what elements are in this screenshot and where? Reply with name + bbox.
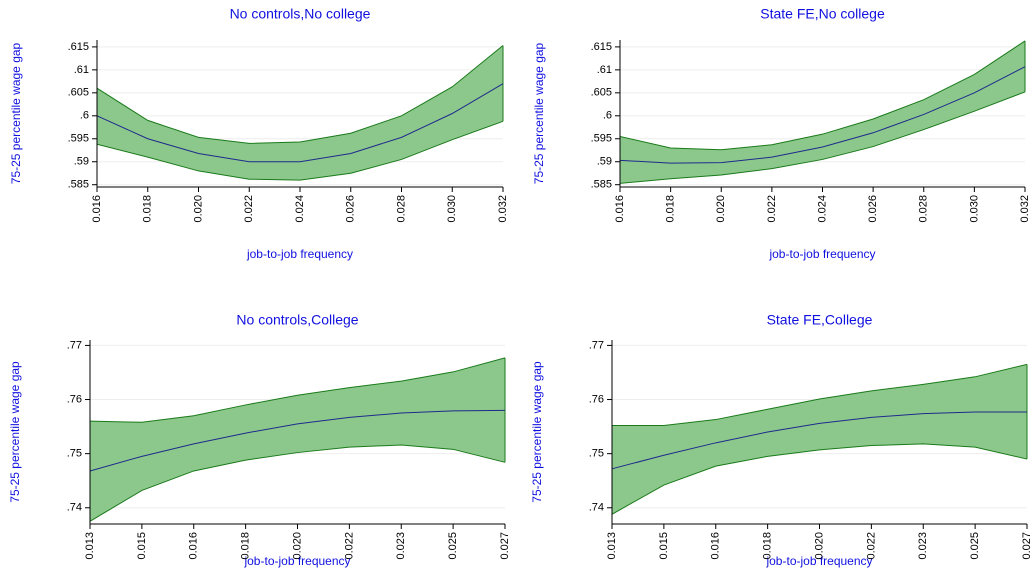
x-tick-label: 0.018 (762, 532, 774, 560)
estimate-line (619, 66, 1026, 164)
x-tick-label: 0.020 (715, 195, 727, 223)
y-tick-label: .605 (591, 87, 612, 99)
x-tick-label: 0.024 (294, 195, 306, 223)
x-tick-label: 0.032 (497, 195, 509, 223)
y-tick-label: .75 (589, 448, 604, 460)
y-axis-label: 75-25 percentile wage gap (9, 42, 23, 184)
y-tick-label: .76 (67, 393, 82, 405)
confidence-band (90, 357, 505, 522)
y-tick-label: .615 (591, 41, 612, 53)
x-axis-label: job-to-job frequency (768, 247, 875, 261)
x-tick-label: 0.020 (192, 195, 204, 223)
x-tick-label: 0.022 (243, 195, 255, 223)
x-tick-label: 0.013 (84, 532, 96, 560)
y-tick-label: .61 (597, 64, 612, 76)
x-tick-label: 0.020 (291, 532, 303, 560)
y-tick-label: .585 (591, 179, 612, 191)
x-tick-label: 0.018 (240, 532, 252, 560)
x-tick-label: 0.015 (136, 532, 148, 560)
y-axis-label: 75-25 percentile wage gap (532, 42, 546, 184)
x-axis-label: job-to-job frequency (765, 554, 872, 568)
confidence-band (620, 40, 1025, 184)
x-tick-label: 0.030 (446, 195, 458, 223)
x-tick-label: 0.027 (499, 532, 511, 560)
lower-bound (96, 120, 504, 181)
x-tick-label: 0.018 (142, 195, 154, 223)
y-tick-label: .585 (68, 179, 89, 191)
x-tick-label: 0.015 (658, 532, 670, 560)
estimate-line (611, 411, 1027, 470)
x-tick-label: 0.016 (91, 195, 103, 223)
y-tick-label: .6 (80, 110, 89, 122)
confidence-band (97, 45, 503, 181)
y-tick-label: .595 (591, 133, 612, 145)
x-axis-label: job-to-job frequency (246, 247, 353, 261)
x-tick-label: 0.024 (816, 195, 828, 223)
y-tick-label: .615 (68, 41, 89, 53)
y-tick-label: .605 (68, 87, 89, 99)
x-tick-label: 0.025 (447, 532, 459, 560)
x-tick-label: 0.023 (917, 532, 929, 560)
x-tick-label: 0.013 (606, 532, 618, 560)
x-axis-label: job-to-job frequency (243, 554, 350, 568)
x-tick-label: 0.030 (968, 195, 980, 223)
panel-title: State FE,College (767, 312, 873, 328)
y-tick-label: .74 (67, 502, 82, 514)
x-tick-label: 0.022 (865, 532, 877, 560)
lower-bound (89, 444, 506, 522)
lower-bound (619, 91, 1026, 184)
y-tick-label: .77 (589, 339, 604, 351)
y-tick-label: .75 (67, 448, 82, 460)
estimate-line (89, 409, 506, 472)
panel-title: No controls,No college (230, 6, 371, 22)
confidence-band (612, 364, 1027, 515)
y-tick-label: .6 (603, 110, 612, 122)
upper-bound (89, 357, 506, 423)
y-tick-label: .76 (589, 393, 604, 405)
panel-title: State FE,No college (760, 6, 885, 22)
x-tick-label: 0.016 (188, 532, 200, 560)
x-tick-label: 0.016 (710, 532, 722, 560)
x-tick-label: 0.028 (918, 195, 930, 223)
x-tick-label: 0.026 (345, 195, 357, 223)
y-tick-label: .77 (67, 339, 82, 351)
x-tick-label: 0.025 (969, 532, 981, 560)
y-tick-label: .74 (589, 502, 604, 514)
x-tick-label: 0.028 (395, 195, 407, 223)
y-tick-label: .59 (74, 156, 89, 168)
x-tick-label: 0.032 (1019, 195, 1031, 223)
y-axis-label: 75-25 percentile wage gap (530, 361, 544, 503)
x-tick-label: 0.026 (867, 195, 879, 223)
y-axis-label: 75-25 percentile wage gap (8, 361, 22, 503)
upper-bound (96, 45, 504, 144)
lower-bound (611, 443, 1028, 515)
upper-bound (619, 40, 1026, 151)
x-tick-label: 0.023 (395, 532, 407, 560)
x-tick-label: 0.018 (665, 195, 677, 223)
x-tick-label: 0.022 (766, 195, 778, 223)
upper-bound (612, 363, 1028, 427)
y-tick-label: .595 (68, 133, 89, 145)
x-tick-label: 0.016 (614, 195, 626, 223)
estimate-line (96, 83, 504, 163)
x-tick-label: 0.022 (343, 532, 355, 560)
panel-title: No controls,College (236, 312, 358, 328)
y-tick-label: .61 (74, 64, 89, 76)
x-tick-label: 0.020 (813, 532, 825, 560)
y-tick-label: .59 (597, 156, 612, 168)
x-tick-label: 0.027 (1021, 532, 1033, 560)
